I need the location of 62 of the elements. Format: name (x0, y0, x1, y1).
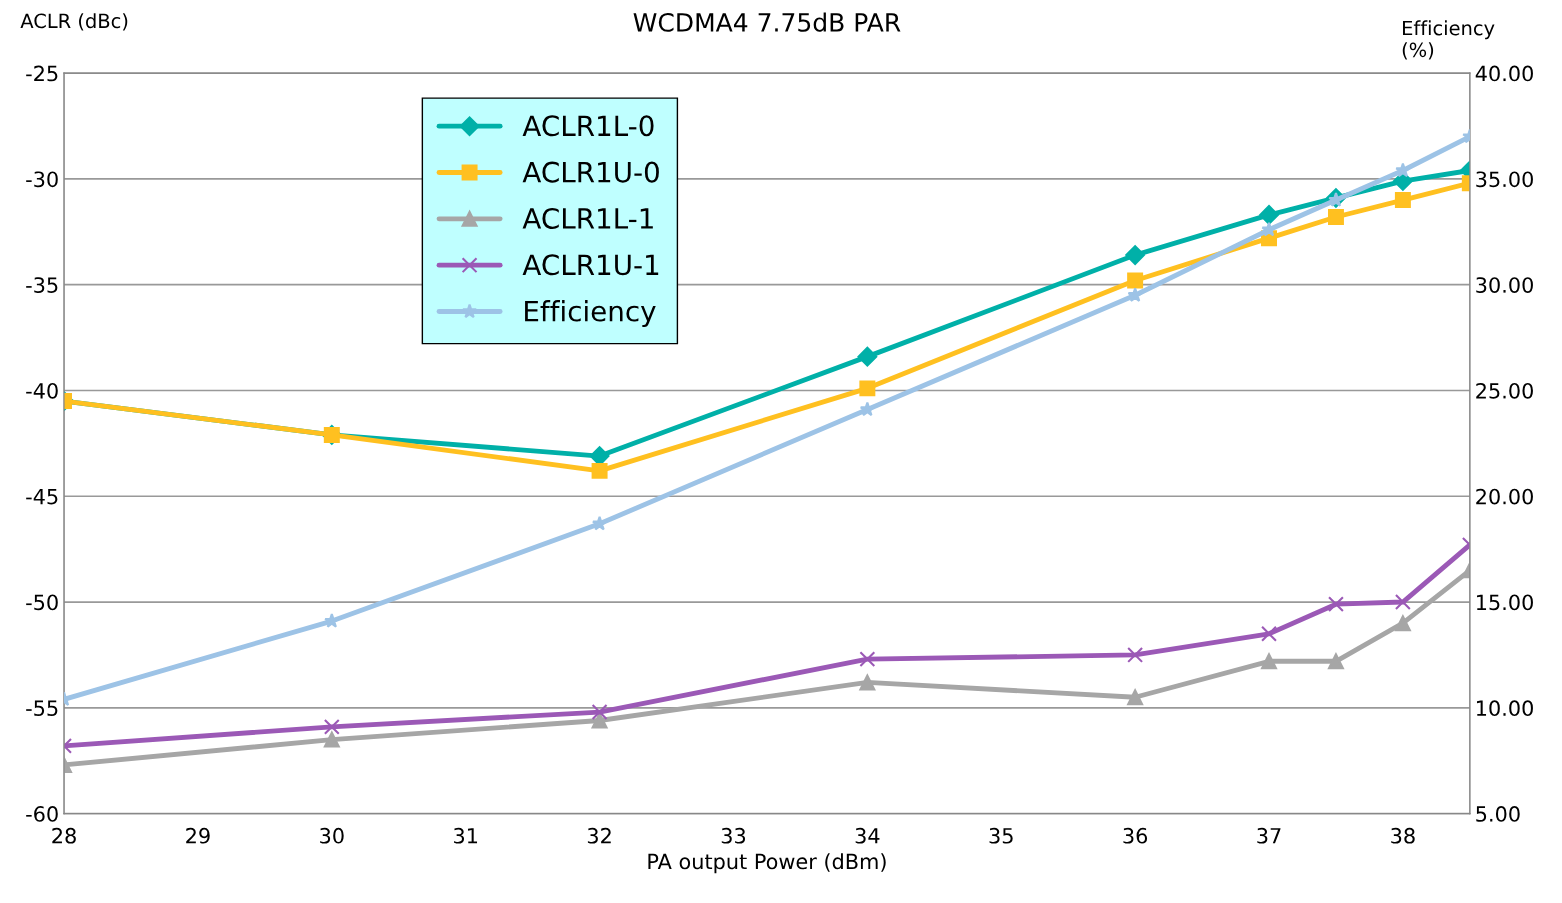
y2-tick-label: 25.00 (1476, 382, 1533, 399)
point (1395, 162, 1411, 178)
x-tick-label: 30 (320, 827, 344, 844)
point (591, 462, 608, 479)
legend-label: ACLR1U-1 (522, 254, 659, 276)
point (591, 704, 608, 721)
point (859, 674, 876, 691)
y-tick-label: -45 (26, 488, 58, 505)
point (1327, 653, 1344, 670)
y-tick-label: -50 (26, 594, 58, 611)
legend-label: ACLR1L-1 (522, 207, 653, 229)
point (1127, 646, 1144, 663)
point (323, 731, 340, 748)
x-tick-label: 32 (587, 827, 611, 844)
y-axis-title: ACLR (dBc) (20, 13, 128, 31)
y-tick-label: -25 (26, 65, 58, 82)
x-tick-label: 34 (855, 827, 880, 844)
legend-label: ACLR1U-0 (522, 161, 659, 183)
x-tick-label: 38 (1391, 827, 1415, 844)
point (1127, 287, 1143, 302)
point (1261, 653, 1277, 670)
y2-tick-label: 15.00 (1476, 594, 1533, 611)
y2-tick-label: 30.00 (1476, 277, 1533, 293)
y2-tick-label: 40.00 (1475, 65, 1533, 82)
y2-axis-title: Efficiency (%) (1402, 20, 1495, 60)
y2-tick-label: 10.00 (1476, 700, 1533, 717)
legend-label: ACLR1L-0 (522, 115, 654, 137)
y2-tick-label: 20.00 (1476, 488, 1533, 505)
point (859, 380, 876, 397)
point (1327, 596, 1344, 613)
point (859, 401, 875, 417)
point (1259, 205, 1279, 225)
x-tick-label: 33 (721, 827, 746, 844)
point (589, 446, 610, 466)
x-tick-label: 31 (454, 827, 478, 844)
chart-title: WCDMA4 7.75dB PAR (633, 12, 901, 32)
y-tick-label: -55 (26, 700, 58, 717)
point (323, 718, 340, 735)
y2-tick-label: 5.00 (1476, 806, 1520, 822)
x-tick-label: 36 (1123, 827, 1148, 844)
y-tick-label: -60 (26, 806, 58, 822)
legend-label: Efficiency (525, 300, 656, 327)
y-tick-label: -35 (26, 277, 58, 293)
point (859, 651, 876, 668)
x-tick-label: 28 (52, 827, 76, 844)
y2-tick-label: 35.00 (1476, 171, 1533, 188)
point (1127, 272, 1144, 289)
point (857, 346, 878, 367)
point (591, 712, 608, 729)
y-tick-label: -40 (26, 382, 58, 399)
x-tick-label: 29 (186, 827, 210, 844)
y-tick-label: -30 (26, 171, 58, 188)
point (1394, 192, 1411, 209)
x-tick-label: 37 (1257, 827, 1281, 844)
point (1394, 615, 1411, 632)
point (1327, 209, 1344, 225)
point (1125, 245, 1146, 265)
point (1261, 625, 1277, 642)
point (1394, 594, 1411, 611)
point (1127, 689, 1144, 706)
x-axis-title: PA output Power (dBm) (648, 853, 886, 874)
x-tick-label: 35 (989, 827, 1013, 844)
